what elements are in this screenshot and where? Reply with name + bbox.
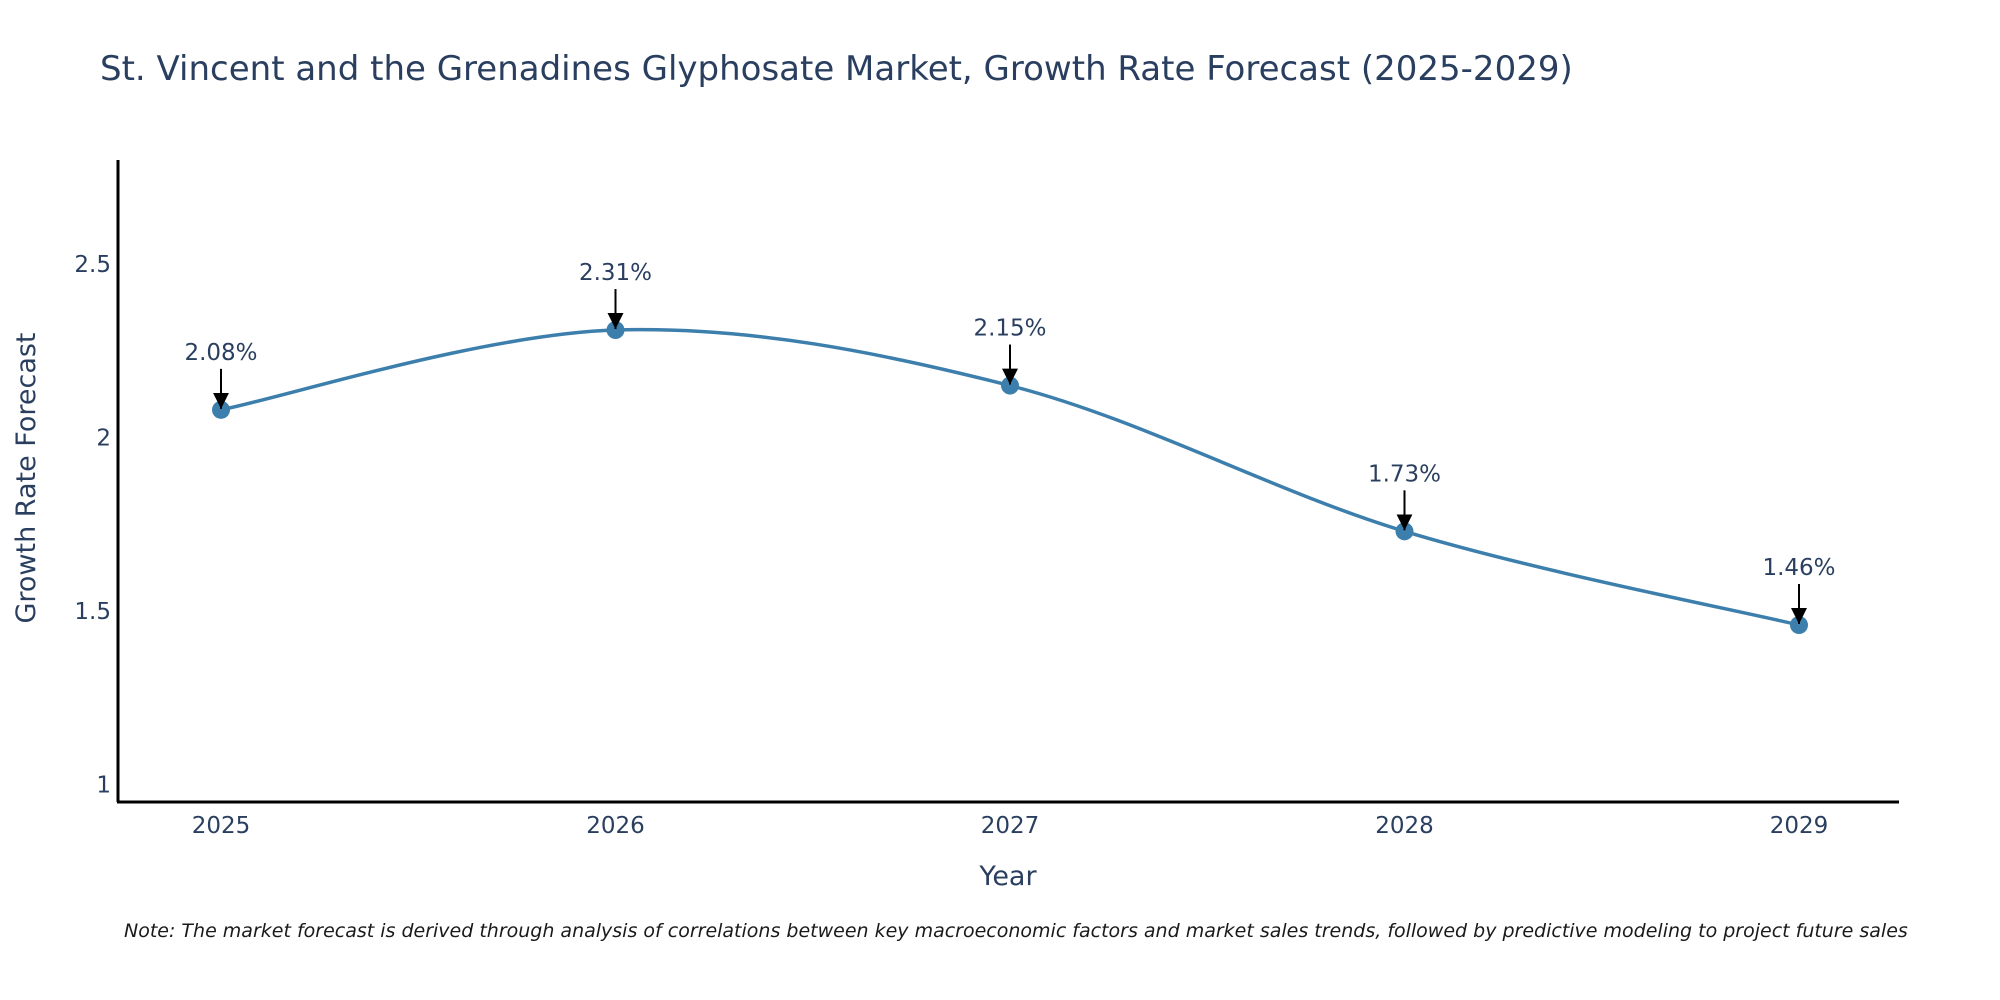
- data-label: 1.73%: [1368, 461, 1441, 487]
- x-tick-label: 2028: [1375, 813, 1434, 839]
- y-tick-label: 1: [96, 773, 111, 799]
- plot-area: 1 1.5 2 2.5 2025 2026 2027 2028 2029 2.08% 2.31% 2.…: [74, 252, 1835, 839]
- data-label: 2.08%: [184, 340, 257, 366]
- data-label: 2.31%: [579, 260, 652, 286]
- x-tick-label: 2027: [981, 813, 1040, 839]
- x-axis-title: Year: [978, 861, 1037, 892]
- chart-title: St. Vincent and the Grenadines Glyphosat…: [100, 49, 1573, 89]
- y-axis-title: Growth Rate Forecast: [11, 332, 42, 623]
- y-tick-label: 2: [96, 426, 111, 452]
- data-label: 1.46%: [1762, 555, 1835, 581]
- x-tick-label: 2025: [192, 813, 251, 839]
- x-tick-label: 2026: [586, 813, 645, 839]
- y-tick-label: 1.5: [74, 599, 111, 625]
- y-tick-label: 2.5: [74, 252, 111, 278]
- forecast-note: Note: The market forecast is derived thr…: [124, 920, 1908, 942]
- data-label: 2.15%: [973, 316, 1046, 342]
- x-tick-label: 2029: [1770, 813, 1829, 839]
